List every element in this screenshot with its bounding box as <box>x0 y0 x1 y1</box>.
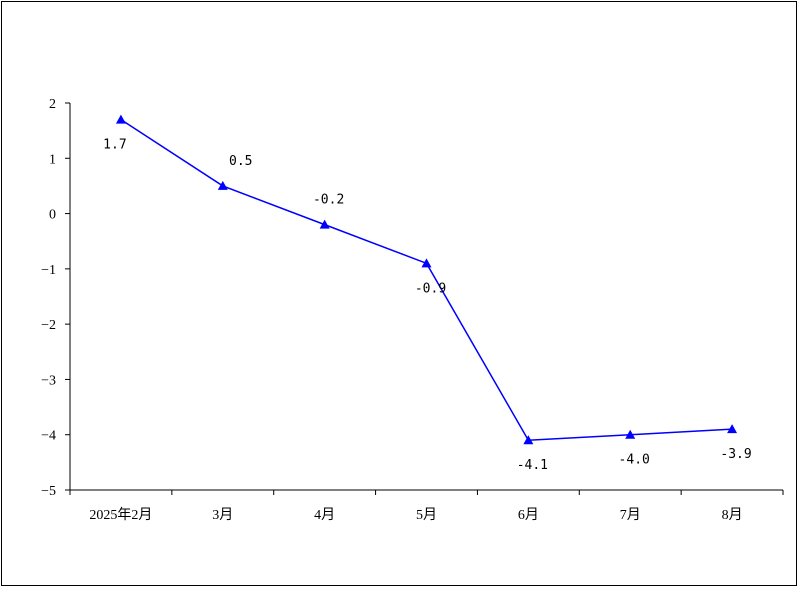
triangle-marker <box>523 435 534 445</box>
x-tick-label: 3月 <box>212 507 233 523</box>
x-tick-label: 5月 <box>416 507 437 523</box>
y-tick-label: 2 <box>49 97 56 112</box>
y-tick-label: −2 <box>41 318 56 333</box>
y-tick-label: −5 <box>41 484 56 499</box>
triangle-marker <box>319 219 330 229</box>
x-tick-label: 6月 <box>518 507 539 523</box>
data-label: 1.7 <box>103 138 126 153</box>
y-tick-label: −1 <box>41 263 56 278</box>
x-tick-label: 8月 <box>722 507 743 523</box>
triangle-marker <box>727 424 738 434</box>
x-tick-label: 7月 <box>620 507 641 523</box>
triangle-marker <box>115 114 126 124</box>
x-tick-label: 4月 <box>314 507 335 523</box>
triangle-marker <box>625 429 636 439</box>
series-line <box>120 118 733 442</box>
data-label: -3.9 <box>720 447 751 462</box>
x-tick-label: 2025年2月 <box>89 507 152 523</box>
y-tick-labels: 2 1 0 −1 −2 −3 −4 −5 <box>41 97 56 499</box>
triangle-marker <box>421 258 432 268</box>
plot-area: 1.7 0.5 -0.2 -0.9 -4.1 -4.0 -3.9 <box>103 114 752 473</box>
data-label: -4.1 <box>517 458 548 473</box>
data-label: -0.2 <box>313 193 344 208</box>
y-tick-label: −4 <box>41 429 56 444</box>
y-tick-label: −3 <box>41 373 56 388</box>
data-label: -0.9 <box>415 281 446 296</box>
data-label: -4.0 <box>619 453 650 468</box>
x-tick-labels: 2025年2月 3月 4月 5月 6月 7月 8月 <box>89 507 742 523</box>
triangle-marker <box>217 180 228 190</box>
axes <box>65 102 784 495</box>
y-tick-label: 1 <box>49 152 56 167</box>
data-label: 0.5 <box>229 154 252 169</box>
y-tick-label: 0 <box>49 208 56 223</box>
